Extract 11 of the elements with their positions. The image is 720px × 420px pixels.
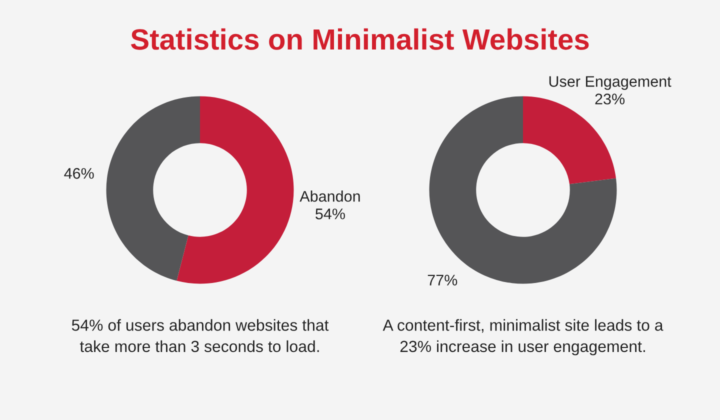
chart-title: Statistics on Minimalist Websites bbox=[130, 28, 589, 50]
data-label: 23% bbox=[595, 94, 625, 104]
slice-label: Abandon bbox=[300, 190, 360, 202]
donut-slice bbox=[176, 96, 294, 284]
slice-label: User Engagement bbox=[549, 76, 672, 90]
donut-slice bbox=[106, 96, 200, 281]
data-label: 46% bbox=[64, 168, 94, 179]
text: 54% of users abandon websites that take more than 3 seconds to load. bbox=[72, 319, 329, 352]
data-label: 77% bbox=[428, 274, 458, 286]
text: A content-first, minimalist site leads to a 23% increase in user engagement. bbox=[382, 319, 664, 356]
data-label: 54% bbox=[316, 208, 345, 220]
